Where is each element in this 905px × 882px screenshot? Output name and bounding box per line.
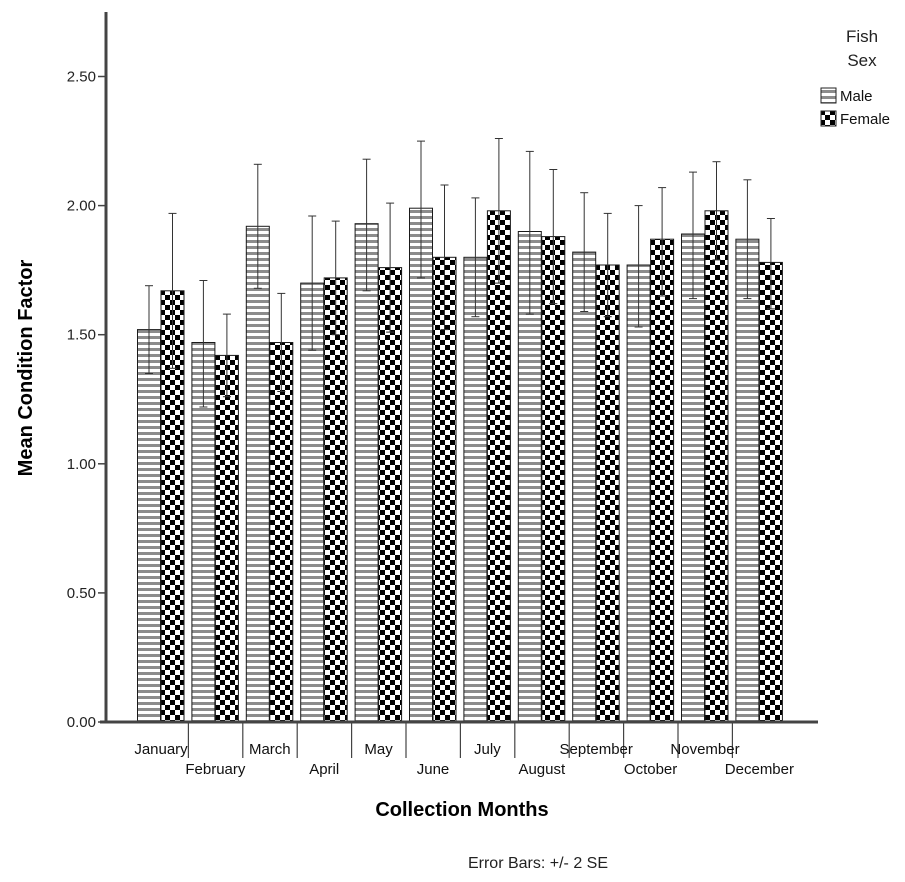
x-tick-label-september: September [560,741,633,758]
bar-male-june [409,207,433,723]
x-tick-label-june: June [417,761,450,778]
x-tick-label-march: March [249,741,291,758]
bar-female-december [758,261,783,723]
bar-male-october [626,264,651,723]
error-bars-footnote: Error Bars: +/- 2 SE [468,855,608,872]
bar-female-february [214,354,239,723]
y-tick-label: 0.00 [67,714,96,731]
y-tick-label: 2.00 [67,198,96,215]
bar-male-december [735,238,760,723]
bar-female-august [541,236,566,723]
bar-male-july [463,256,488,723]
y-axis-title: Mean Condition Factor [15,259,37,476]
legend-title-line2: Sex [847,51,877,70]
x-tick-label-january: January [134,741,188,758]
y-tick-label: 0.50 [67,585,96,602]
bar-male-may [354,223,379,723]
legend-swatch-female [820,110,837,127]
bar-female-november [704,210,729,723]
legend-label-female: Female [840,111,890,128]
legend: Fish Sex Male Female [820,27,890,128]
bar-male-november [681,233,705,723]
x-tick-label-december: December [725,761,794,778]
bar-male-march [245,225,270,723]
error-bars-layer [145,138,775,408]
legend-label-male: Male [840,88,873,105]
legend-swatch-male [820,87,837,104]
bar-male-september [572,251,597,723]
legend-title-line1: Fish [846,27,878,46]
x-tick-label-october: October [624,761,677,778]
bars-layer [137,207,783,723]
axes: 0.00 0.50 1.00 1.50 2.00 2.50 [67,12,818,758]
y-tick-label: 2.50 [67,69,96,86]
y-tick-label: 1.50 [67,327,96,344]
x-tick-label-may: May [364,741,393,758]
bar-female-march [269,342,294,723]
bar-male-january [137,329,161,723]
bar-female-april [323,277,348,723]
x-tick-label-july: July [474,741,501,758]
x-tick-label-april: April [309,761,339,778]
x-tick-label-november: November [670,741,739,758]
x-tick-label-february: February [185,761,246,778]
bar-female-october [650,238,675,723]
bar-female-july [486,210,511,723]
x-axis-title: Collection Months [375,799,548,821]
bar-female-may [378,267,403,723]
bar-female-september [595,264,620,723]
x-tick-label-august: August [518,761,566,778]
y-tick-label: 1.00 [67,456,96,473]
